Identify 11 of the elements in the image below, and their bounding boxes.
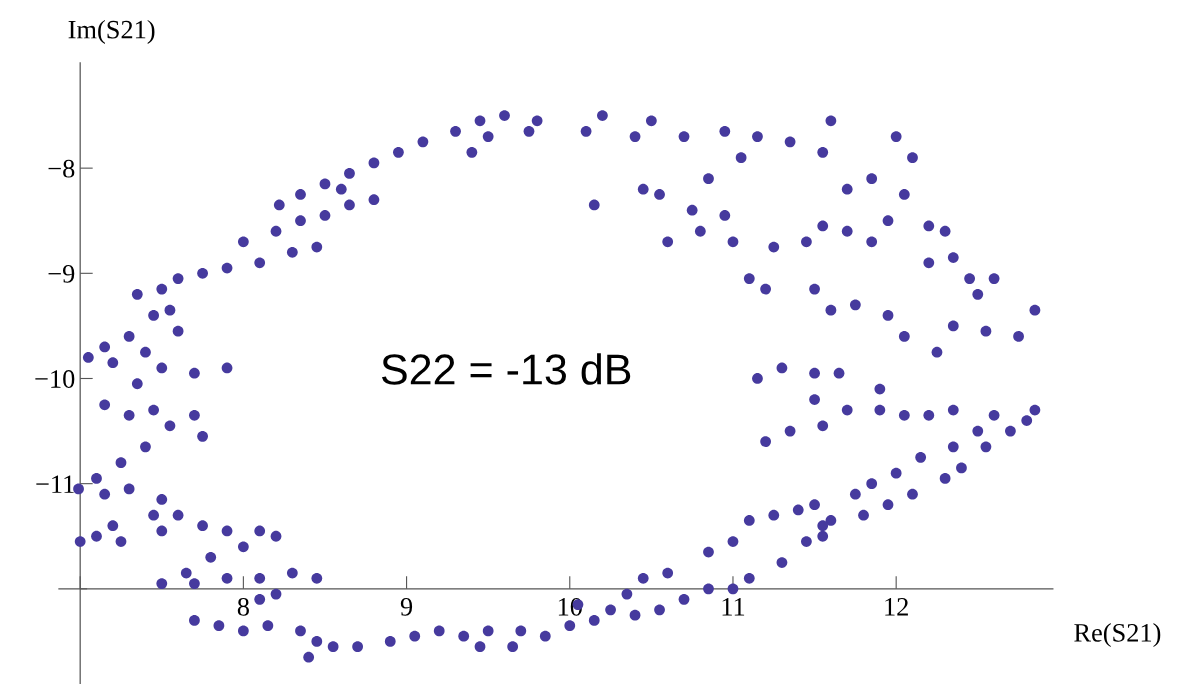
y-axis-title: Im(S21) — [68, 19, 155, 44]
y-tick-label: −11 — [36, 475, 74, 493]
x-axis-title: Re(S21) — [1074, 623, 1161, 648]
x-tick-label: 9 — [400, 598, 413, 616]
x-tick-label: 11 — [722, 598, 745, 616]
y-tick-label: −10 — [35, 370, 75, 388]
x-tick-label: 8 — [237, 597, 249, 616]
annotation: S22 = -13 dB — [381, 353, 631, 385]
y-tick-label: −8 — [48, 159, 75, 178]
x-tick-label: 12 — [885, 598, 908, 616]
y-tick-label: −9 — [48, 265, 75, 283]
